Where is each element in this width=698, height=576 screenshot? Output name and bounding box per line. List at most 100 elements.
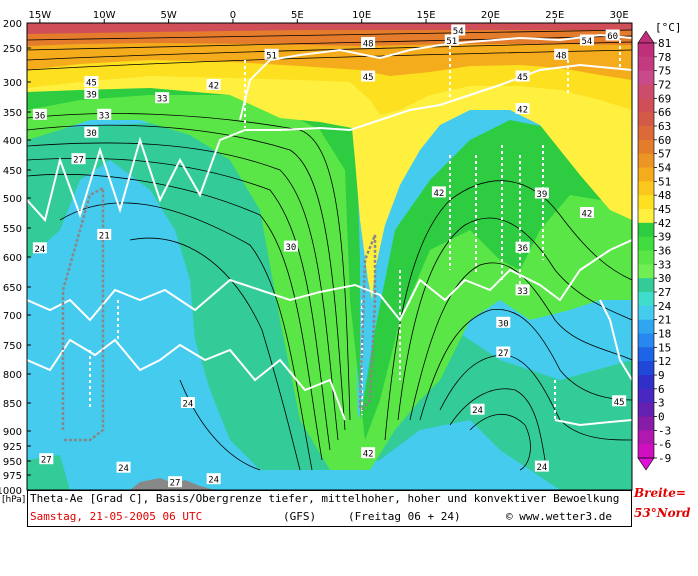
contour-label: 27 bbox=[170, 479, 181, 489]
colorbar-tick-label: 36 bbox=[658, 245, 671, 258]
colorbar-tick-label: 81 bbox=[658, 37, 671, 50]
cloud-lines bbox=[27, 33, 632, 427]
colorbar-tick-label: 0 bbox=[658, 411, 665, 424]
contour-label-bg bbox=[32, 242, 47, 254]
colorbar-swatch bbox=[638, 181, 654, 196]
contour-label: 42 bbox=[208, 82, 219, 92]
contour-label-bg bbox=[579, 207, 594, 218]
contour-label: 45 bbox=[363, 73, 374, 83]
colorbar-swatch bbox=[638, 430, 654, 445]
x-tick-label: 30E bbox=[610, 10, 629, 21]
colorbar-swatch bbox=[638, 361, 654, 376]
colorbar-tick-label: 39 bbox=[658, 231, 671, 244]
caption-run: (Freitag 06 + 24) bbox=[348, 510, 461, 523]
field-36-42 bbox=[27, 78, 632, 440]
y-tick-label: 600 bbox=[3, 253, 22, 264]
field-near-ground-green bbox=[27, 455, 70, 490]
y-tick-label: 550 bbox=[3, 224, 22, 235]
colorbar-top-arrow bbox=[637, 30, 655, 44]
colorbar-tick-label: 51 bbox=[658, 175, 671, 188]
contour-label: 24 bbox=[34, 245, 45, 255]
contour-label: 24 bbox=[182, 400, 193, 410]
contour-label-bg bbox=[515, 70, 530, 82]
colorbar-tick-label: 21 bbox=[658, 314, 671, 327]
isoline bbox=[419, 308, 632, 421]
colorbar-bottom-arrow bbox=[637, 457, 655, 471]
x-tick-label: 0 bbox=[230, 10, 236, 21]
y-tick-label: 1000 bbox=[0, 486, 22, 497]
x-tick-label: 15E bbox=[417, 10, 436, 21]
contour-label-bg bbox=[39, 453, 54, 465]
convective-cloud bbox=[61, 185, 377, 442]
contour-label-bg bbox=[168, 476, 183, 488]
caption-title: Theta-Ae [Grad C], Basis/Obergrenze tief… bbox=[30, 492, 620, 505]
contour-label: 30 bbox=[86, 129, 97, 139]
contour-label: 21 bbox=[99, 231, 110, 241]
isoline bbox=[27, 157, 331, 451]
isoline bbox=[409, 262, 632, 421]
colorbar-swatch bbox=[638, 209, 654, 224]
contour-label: 42 bbox=[517, 106, 528, 116]
contour-label: 36 bbox=[517, 244, 528, 254]
contour-label-bg bbox=[206, 79, 221, 90]
contour-label: 33 bbox=[157, 95, 168, 105]
contour-label: 39 bbox=[86, 91, 97, 101]
contour-label-bg bbox=[515, 284, 530, 296]
contour-label: 36 bbox=[34, 111, 45, 121]
y-tick-label: 925 bbox=[3, 442, 22, 453]
contour-label-bg bbox=[361, 447, 376, 459]
contour-label: 27 bbox=[41, 456, 52, 466]
colorbar-swatch bbox=[638, 195, 654, 210]
contour-label: 27 bbox=[73, 156, 84, 166]
colorbar-tick-label: 60 bbox=[658, 134, 671, 147]
isoline bbox=[179, 379, 261, 471]
contour-label: 60 bbox=[607, 32, 618, 42]
colorbar-tick-label: 63 bbox=[658, 120, 671, 133]
contour-label: 39 bbox=[536, 190, 547, 200]
x-tick-label: 15W bbox=[29, 10, 52, 21]
x-tick-label: 10W bbox=[93, 10, 116, 21]
contour-label: 48 bbox=[363, 40, 374, 50]
isoline bbox=[397, 217, 632, 421]
contour-label-bg bbox=[605, 29, 620, 41]
contour-label-bg bbox=[283, 240, 298, 252]
contour-label: 48 bbox=[556, 51, 567, 61]
colorbar-tick-label: -6 bbox=[658, 438, 671, 451]
cloud-line bbox=[554, 419, 632, 427]
colorbar-swatch bbox=[638, 264, 654, 279]
y-tick-label: 700 bbox=[3, 311, 22, 322]
colorbar-swatch bbox=[638, 70, 654, 85]
isoline bbox=[449, 388, 546, 461]
contour-label: 54 bbox=[453, 27, 464, 37]
convective-cloud-outline bbox=[61, 185, 105, 442]
y-tick-label: 350 bbox=[3, 108, 22, 119]
contour-label-bg bbox=[84, 76, 99, 87]
x-tick-label: 20E bbox=[481, 10, 500, 21]
colorbar-tick-label: 42 bbox=[658, 217, 671, 230]
colorbar-tick-label: 69 bbox=[658, 92, 671, 105]
contour-label: 30 bbox=[498, 319, 509, 329]
colorbar-tick-label: -3 bbox=[658, 424, 671, 437]
isolines bbox=[27, 29, 632, 471]
colorbar-swatch bbox=[638, 278, 654, 293]
colorbar-tick-label: 54 bbox=[658, 162, 672, 175]
contour-label: 45 bbox=[614, 398, 625, 408]
contour-label-bg bbox=[534, 460, 549, 472]
x-tick-label: 5E bbox=[291, 10, 304, 21]
contour-label-bg bbox=[579, 34, 594, 46]
colorbar-swatch bbox=[638, 153, 654, 168]
caption-model: (GFS) bbox=[283, 510, 317, 523]
contour-label: 42 bbox=[363, 450, 374, 460]
colorbar-swatch bbox=[638, 222, 654, 238]
field-48-54 bbox=[27, 36, 632, 80]
isoline bbox=[439, 354, 632, 441]
contour-label: 42 bbox=[433, 189, 444, 199]
colorbar-swatch bbox=[638, 84, 654, 99]
cloud-line bbox=[27, 239, 632, 322]
colorbar-swatch bbox=[638, 126, 654, 141]
colorbar-tick-label: 78 bbox=[658, 51, 671, 64]
y-tick-label: 500 bbox=[3, 194, 22, 205]
contour-label: 30 bbox=[285, 243, 296, 253]
field-60-plus bbox=[27, 23, 632, 34]
